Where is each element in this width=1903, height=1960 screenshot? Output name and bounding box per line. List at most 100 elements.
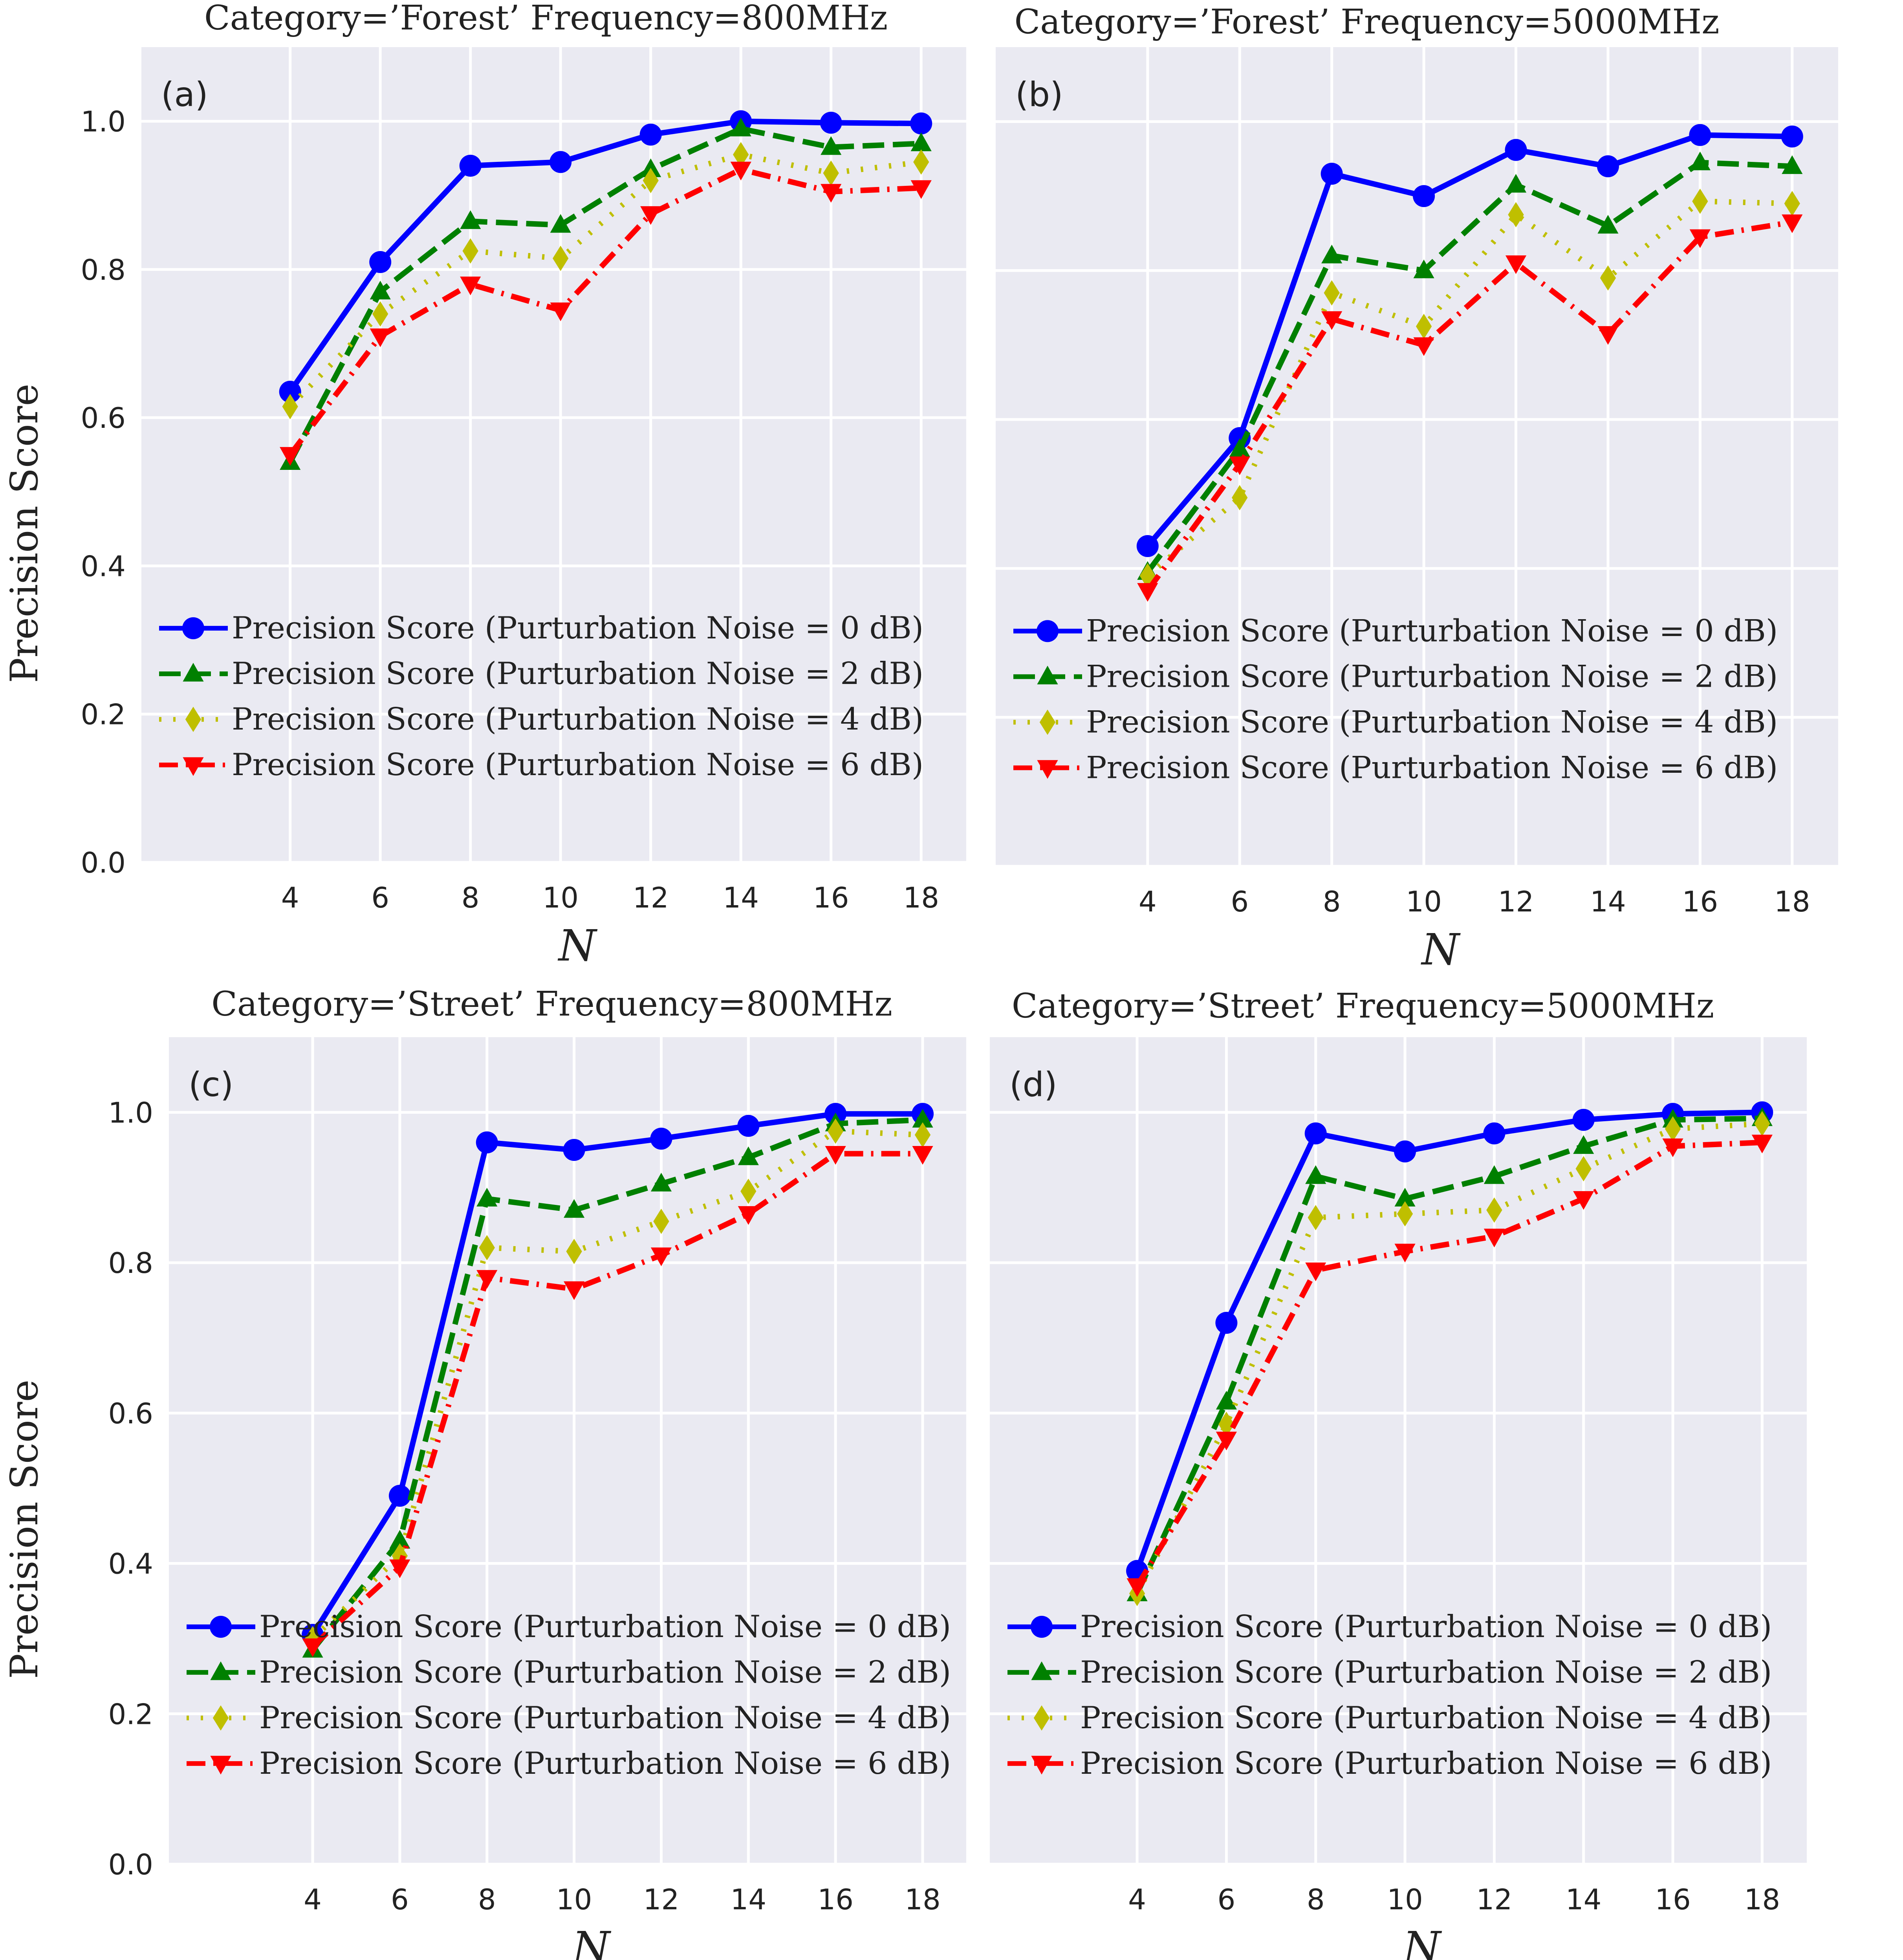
diamond-marker: [1486, 1197, 1502, 1223]
y-tick-label: 0.6: [81, 402, 126, 435]
triangle-up-marker: [650, 1173, 672, 1192]
series-line-3: [288, 167, 921, 457]
legend-entry: Precision Score (Purturbation Noise = 4 …: [1086, 704, 1778, 740]
triangle-down-marker: [730, 161, 751, 181]
circle-marker: [369, 251, 392, 273]
triangle-down-marker: [640, 206, 661, 225]
x-axis-label: N: [1420, 924, 1461, 975]
x-tick-label: 12: [1498, 885, 1534, 918]
chart-panel-c: 0.0 0.2 0.4 0.6 0.8 1.0 4 6 8 10 12 14 16 18 N Precisio…: [2, 985, 966, 1960]
triangle-up-marker: [640, 158, 661, 177]
legend-entry: Precision Score (Purturbation Noise = 2 …: [259, 1655, 951, 1690]
x-tick-label: 14: [1566, 1883, 1602, 1916]
diamond-marker: [740, 1179, 756, 1204]
y-tick-label: 1.0: [81, 105, 126, 138]
chart-panel-d: 4 6 8 10 12 14 16 18 N Category=’Street’ Frequenc…: [990, 986, 1807, 1960]
legend-diamond-marker: [1033, 1705, 1050, 1731]
x-tick-label: 6: [1231, 885, 1249, 918]
x-tick-label: 16: [817, 1883, 854, 1916]
legend-entry: Precision Score (Purturbation Noise = 2 …: [1080, 1655, 1772, 1690]
triangle-down-marker: [650, 1247, 672, 1266]
circle-marker: [1394, 1140, 1416, 1162]
x-axis-label: N: [571, 1922, 612, 1960]
diamond-marker: [1324, 280, 1340, 306]
series-line-1: [1145, 160, 1793, 574]
circle-marker: [1572, 1109, 1595, 1131]
x-tick-label: 14: [731, 1883, 767, 1916]
x-tick-label: 18: [1744, 1883, 1780, 1916]
triangle-down-marker: [821, 184, 842, 203]
legend-entry: Precision Score (Purturbation Noise = 0 …: [259, 1609, 951, 1645]
legend-entry: Precision Score (Purturbation Noise = 2 …: [1086, 659, 1778, 694]
x-tick-label: 10: [1406, 885, 1442, 918]
legend-entry: Precision Score (Purturbation Noise = 0 …: [1086, 613, 1778, 649]
triangle-down-marker: [1126, 1578, 1148, 1597]
triangle-down-marker: [389, 1559, 410, 1579]
legend-circle-marker: [182, 617, 204, 640]
legend-triangle-up-marker: [1037, 666, 1058, 684]
circle-marker: [279, 381, 301, 403]
x-axis-label: N: [1402, 1922, 1442, 1960]
panel-label: (c): [189, 1065, 233, 1104]
y-tick-label: 0.0: [108, 1848, 153, 1881]
triangle-up-marker: [460, 210, 481, 229]
x-tick-label: 6: [1217, 1883, 1235, 1916]
legend-entry: Precision Score (Purturbation Noise = 6 …: [1086, 750, 1778, 785]
x-tick-label: 14: [723, 881, 759, 914]
triangle-down-marker: [1305, 1262, 1326, 1282]
triangle-down-marker: [1597, 326, 1619, 345]
plot-area: [169, 1037, 966, 1864]
x-tick-label: 18: [903, 881, 939, 914]
legend-triangle-down-marker: [183, 757, 204, 776]
diamond-marker: [913, 149, 929, 175]
x-tick-label: 10: [542, 881, 579, 914]
diamond-marker: [643, 168, 659, 193]
chart-panel-a: 0.0 0.2 0.4 0.6 0.8 1.0 4 6 8 10 12 14 16 18 N Precisio…: [2, 0, 966, 971]
circle-marker: [639, 123, 662, 146]
triangle-down-marker: [476, 1270, 498, 1289]
circle-marker: [910, 112, 932, 135]
diamond-marker: [1308, 1205, 1324, 1230]
triangle-down-marker: [564, 1281, 585, 1300]
x-tick-label: 16: [1655, 1883, 1691, 1916]
x-tick-label: 18: [905, 1883, 941, 1916]
triangle-down-marker: [370, 328, 391, 347]
triangle-up-marker: [738, 1146, 759, 1165]
series-line-0: [1134, 1109, 1762, 1572]
x-tick-label: 18: [1774, 885, 1810, 918]
triangle-down-marker: [738, 1206, 759, 1225]
legend-entry: Precision Score (Purturbation Noise = 4 …: [1080, 1700, 1772, 1736]
diamond-marker: [1139, 563, 1156, 589]
triangle-up-marker: [1394, 1188, 1416, 1207]
chart-panel-b: 4 6 8 10 12 14 16 18 N Category=’Forest’ Frequenc…: [996, 2, 1838, 975]
x-tick-label: 12: [1476, 1883, 1513, 1916]
triangle-up-marker: [912, 1109, 933, 1128]
circle-marker: [563, 1139, 585, 1161]
x-axis-label: N: [557, 920, 598, 971]
diamond-marker: [1232, 485, 1248, 510]
triangle-up-marker: [370, 281, 391, 300]
x-tick-label: 16: [1682, 885, 1718, 918]
triangle-up-marker: [1689, 151, 1711, 171]
legend-triangle-up-marker: [1031, 1661, 1052, 1680]
legend-entry: Precision Score (Purturbation Noise = 6 …: [1080, 1746, 1772, 1781]
legend-entry: Precision Score (Purturbation Noise = 6 …: [232, 747, 923, 783]
triangle-up-marker: [389, 1530, 410, 1549]
diamond-marker: [1575, 1156, 1592, 1182]
triangle-up-marker: [1216, 1391, 1237, 1410]
legend-diamond-marker: [212, 1705, 229, 1731]
plot-area: [996, 47, 1838, 866]
x-tick-label: 6: [391, 1883, 409, 1916]
circle-marker: [1689, 124, 1711, 146]
series-line-0: [1145, 132, 1792, 548]
triangle-down-marker: [1573, 1191, 1594, 1210]
circle-marker: [1136, 535, 1159, 557]
diamond-marker: [553, 246, 569, 271]
triangle-up-marker: [1505, 174, 1527, 193]
triangle-up-marker: [730, 117, 751, 137]
legend-entry: Precision Score (Purturbation Noise = 0 …: [1080, 1609, 1772, 1645]
diamond-marker: [914, 1122, 931, 1148]
triangle-up-marker: [1484, 1165, 1505, 1184]
diamond-marker: [1218, 1412, 1234, 1437]
